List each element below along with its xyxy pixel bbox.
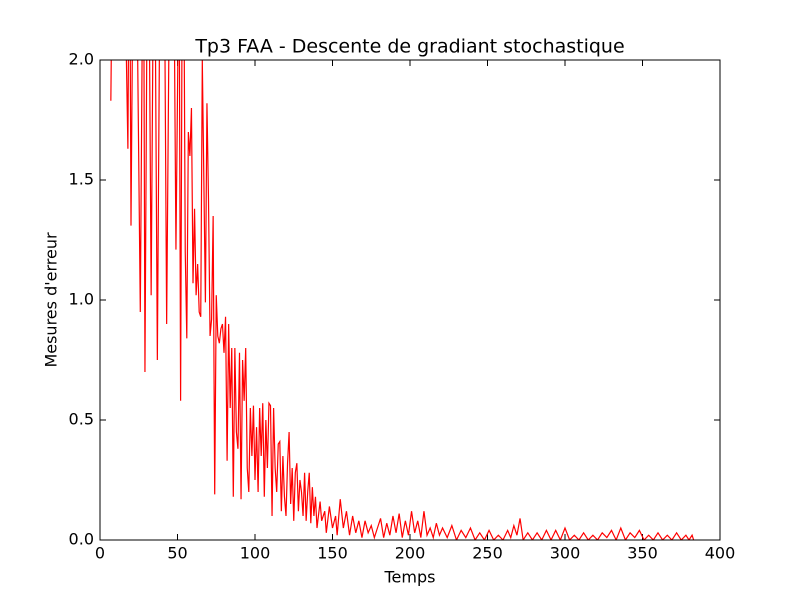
x-tick-label: 0 — [95, 544, 105, 563]
x-tick-label: 350 — [627, 544, 658, 563]
data-line — [110, 60, 695, 540]
x-axis-label: Temps — [384, 568, 436, 587]
x-tick-label: 400 — [705, 544, 736, 563]
x-tick-label: 250 — [472, 544, 503, 563]
x-tick-label: 300 — [550, 544, 581, 563]
chart-title: Tp3 FAA - Descente de gradiant stochasti… — [194, 36, 624, 58]
y-tick-label: 0.5 — [69, 410, 94, 429]
y-tick-label: 1.0 — [69, 290, 94, 309]
y-axis-label: Mesures d'erreur — [42, 232, 61, 368]
y-tick-label: 1.5 — [69, 170, 94, 189]
x-tick-label: 100 — [240, 544, 271, 563]
plot-frame — [99, 59, 721, 541]
x-tick-label: 50 — [167, 544, 187, 563]
y-tick-label: 2.0 — [69, 50, 94, 69]
y-tick-label: 0.0 — [69, 530, 94, 549]
x-tick-label: 150 — [317, 544, 348, 563]
x-tick-label: 200 — [395, 544, 426, 563]
